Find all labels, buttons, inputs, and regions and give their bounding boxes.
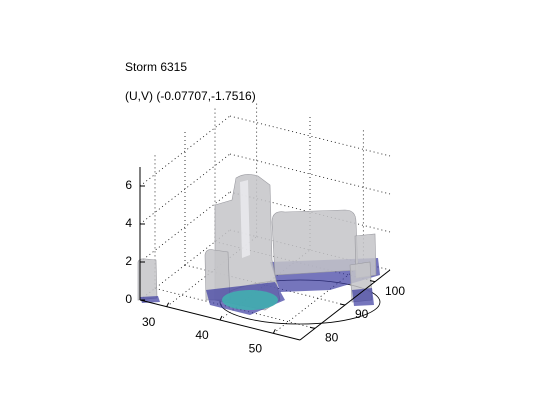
z-tick-label: 4	[125, 216, 132, 230]
x-tick-label: 50	[249, 342, 263, 356]
chart-subtitle: (U,V) (-0.07707,-1.7516)	[125, 89, 256, 103]
surface	[204, 249, 231, 301]
z-tick-label: 0	[125, 292, 132, 306]
x-tick	[272, 329, 276, 334]
x-tick	[219, 315, 223, 321]
y-tick-label: 90	[355, 307, 369, 321]
blue-patch	[352, 288, 374, 306]
y-tick	[309, 326, 316, 329]
isosurfaces	[137, 174, 381, 325]
teal-patch	[222, 290, 278, 310]
x-tick	[166, 302, 170, 307]
y-tick	[369, 280, 376, 283]
chart-title: Storm 6315	[125, 60, 187, 74]
z-tick-label: 2	[125, 254, 132, 268]
z-tick-label: 6	[125, 178, 132, 192]
y-tick-label: 100	[385, 284, 405, 298]
axes: 0 2 4 6 30 40 50 80 90 100	[125, 167, 405, 356]
surface	[137, 258, 158, 301]
x-tick-label: 30	[142, 315, 156, 329]
y-tick-label: 80	[325, 331, 339, 345]
highlight	[240, 180, 250, 258]
x-tick-label: 40	[195, 328, 209, 342]
y-tick	[339, 303, 346, 306]
surface	[271, 209, 359, 276]
